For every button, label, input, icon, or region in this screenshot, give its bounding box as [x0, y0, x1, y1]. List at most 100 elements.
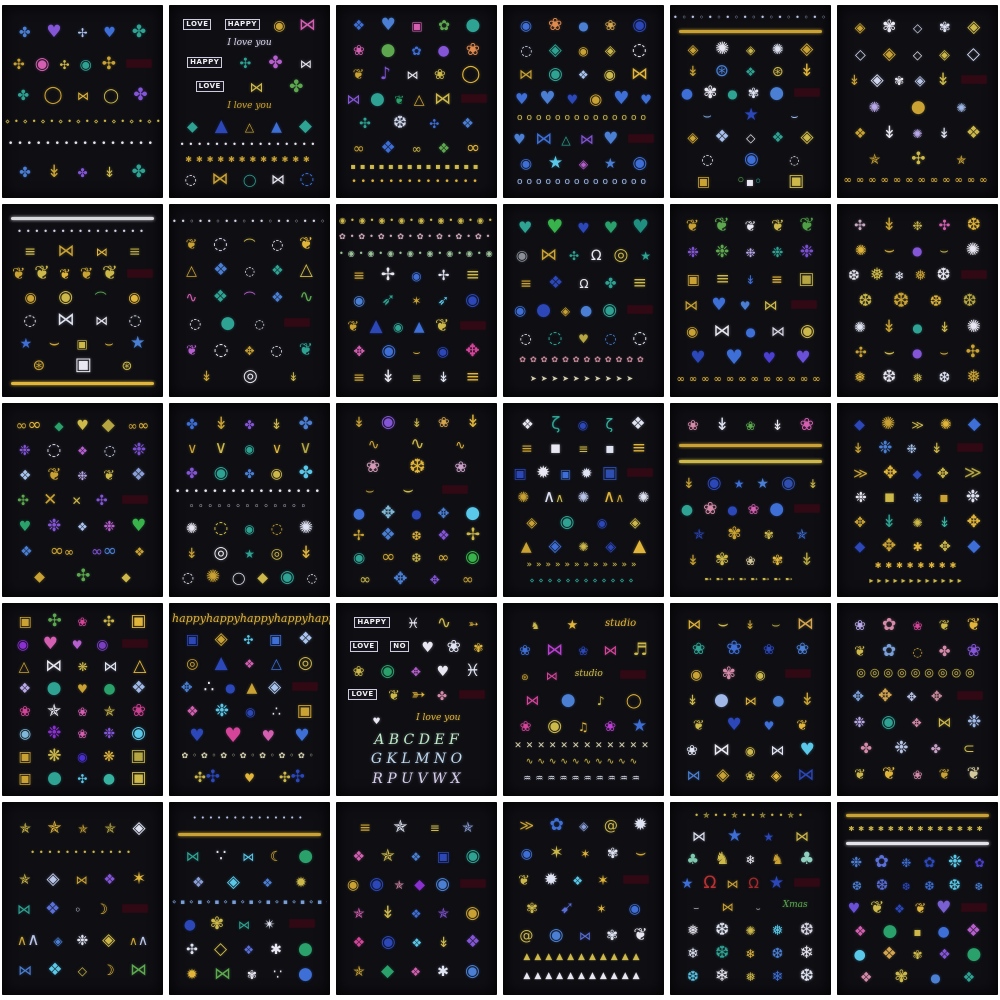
motif-cluster: ➶: [381, 290, 395, 309]
motif-cluster: ❖: [578, 64, 589, 83]
sticker-motif: ❖: [411, 936, 423, 951]
sticker-motif: ❀: [854, 617, 866, 634]
sticker-motif: ✕: [71, 494, 82, 509]
motif-cluster: ⋈: [795, 826, 809, 845]
motif-cluster: ⊛: [521, 665, 529, 684]
sticker-row: ❉ ▪ ❉ ▪ ❉: [840, 487, 995, 506]
sticker-motif: ★: [733, 477, 745, 492]
sticker-row: ••◦••◦••◦••◦••◦••◦••◦••◦: [172, 217, 327, 227]
sticker-row: ↡ ◎ ↡: [172, 366, 327, 385]
motif-cluster: ⋈: [18, 960, 32, 979]
sticker-motif: △: [270, 655, 282, 672]
motif-cluster: ♣: [687, 849, 700, 868]
motif-cluster: ↡: [882, 512, 896, 531]
motif-cluster: ❉: [687, 242, 699, 261]
blacked-out-code-tag: [283, 318, 310, 328]
sticker-motif: ↡: [465, 411, 480, 432]
sticker-row: ✥ ◉ ⌣ ◉ ✥: [339, 341, 494, 360]
blacked-out-code-tag: [627, 133, 654, 143]
motif-cluster: ↡: [848, 70, 860, 89]
motif-cluster: ❋: [47, 746, 61, 765]
sticker-motif: ↡: [270, 416, 283, 433]
motif-cluster: ∞: [359, 569, 371, 588]
sticker-motif: ❀: [912, 618, 923, 633]
sticker-motif: ∞: [437, 550, 450, 567]
sticker-motif: ↡: [938, 125, 950, 142]
motif-cluster: ◌: [548, 328, 563, 347]
motif-cluster: ❖: [854, 123, 867, 142]
border-chain: ⋄▪⋄▪⋄▪⋄▪⋄▪⋄▪⋄▪⋄▪⋄▪⋄▪: [172, 898, 327, 906]
motif-cluster: ✤: [132, 22, 146, 41]
sticker-motif: ✤: [244, 417, 255, 432]
motif-cluster: ❖: [572, 870, 583, 889]
sticker-motif: ✾: [727, 524, 742, 545]
sticker-motif: ↡: [380, 903, 395, 924]
sticker-motif: ⋈: [763, 297, 778, 314]
sticker-motif: ❆: [799, 919, 814, 940]
sticker-motif: ⌣: [635, 842, 647, 863]
sticker-motif: ★: [631, 715, 648, 736]
sticker-row: ✺ ● ✺: [840, 97, 995, 116]
sticker-motif: ❉: [745, 246, 756, 261]
sticker-row: ▲▲▲▲▲▲▲▲▲▲▲: [506, 971, 661, 981]
motif-cluster: ↡: [882, 215, 896, 234]
sticker-motif: ▣: [130, 611, 147, 632]
motif-cluster: ✕: [72, 490, 82, 509]
motif-cluster: ⌣: [104, 333, 113, 352]
sticker-motif: ◈: [605, 539, 617, 556]
motif-cluster: ζ: [551, 414, 560, 433]
sticker-motif: ★: [726, 825, 743, 846]
sticker-motif: ♥: [603, 217, 619, 237]
sticker-motif: ◉: [547, 715, 563, 736]
motif-cluster: ✹: [295, 872, 307, 891]
sticker-motif: ❖: [352, 18, 366, 35]
motif-cluster: ◉: [381, 341, 396, 360]
sticker-motif: ▣: [436, 848, 450, 865]
sticker-motif: ✤: [17, 88, 30, 105]
sticker-motif: ✾: [606, 845, 619, 862]
motif-cluster: ◈: [133, 818, 146, 837]
sticker-motif: ❖: [630, 413, 646, 434]
sticker-motif: ❖: [521, 416, 534, 433]
sticker-row: ❖ ∞∞ ∞∞ ❖: [5, 541, 160, 560]
sticker-row: ◈ ❖ ◇ ❖ ◈: [673, 127, 828, 146]
sticker-motif: ❉: [854, 490, 867, 507]
sticker-motif: ◌: [213, 233, 228, 254]
motif-cluster: ♥: [244, 767, 255, 786]
motif-cluster: ⋈: [525, 690, 539, 709]
motif-cluster: ✯: [104, 818, 116, 837]
motif-cluster: ∞: [412, 138, 422, 157]
motif-cluster: ●: [769, 499, 784, 518]
sticker-motif: ∧: [555, 491, 565, 506]
sticker-motif: ❀: [686, 743, 698, 760]
sticker-motif: ✣: [186, 941, 198, 958]
sticker-motif: ❆: [715, 919, 730, 940]
sticker-row: ◎◎◎◎◎◎◎◎◎: [840, 667, 995, 678]
sticker-motif: ◈: [578, 157, 589, 172]
motif-cluster: ❦: [388, 685, 400, 704]
sticker-row: ∧∧ ◈ ❉ ◈ ∧∧: [5, 930, 160, 949]
motif-cluster: ❦: [394, 89, 404, 108]
motif-cluster: ∿: [410, 434, 424, 453]
sticker-motif: ❖: [962, 969, 976, 986]
sticker-motif: ↡: [185, 545, 198, 562]
motif-cluster: ◇: [855, 44, 866, 63]
script-text: studio: [574, 668, 603, 679]
motif-cluster: ◌: [271, 340, 283, 359]
sticker-motif: ❀: [795, 639, 810, 659]
sticker-motif: ◈: [548, 39, 562, 60]
motif-cluster: ❅: [745, 966, 755, 985]
motif-cluster: ◉: [96, 634, 108, 653]
sticker-row: ⋈ ∵ ⋈ ☾ ●: [172, 846, 327, 865]
sticker-motif: ⋈: [794, 828, 809, 845]
sticker-motif: ⌣: [402, 480, 414, 501]
sticker-motif: ☾: [269, 849, 283, 866]
sticker-motif: ⊛: [771, 64, 784, 81]
sticker-motif: ✥: [939, 539, 951, 556]
sticker-motif: ↡: [938, 320, 951, 337]
sticker-motif: ❖: [212, 286, 229, 307]
sticker-motif: ✤: [131, 22, 147, 43]
motif-cluster: ✺: [967, 317, 981, 336]
motif-cluster: ❀: [434, 64, 446, 83]
motif-cluster: ♥: [43, 634, 58, 653]
